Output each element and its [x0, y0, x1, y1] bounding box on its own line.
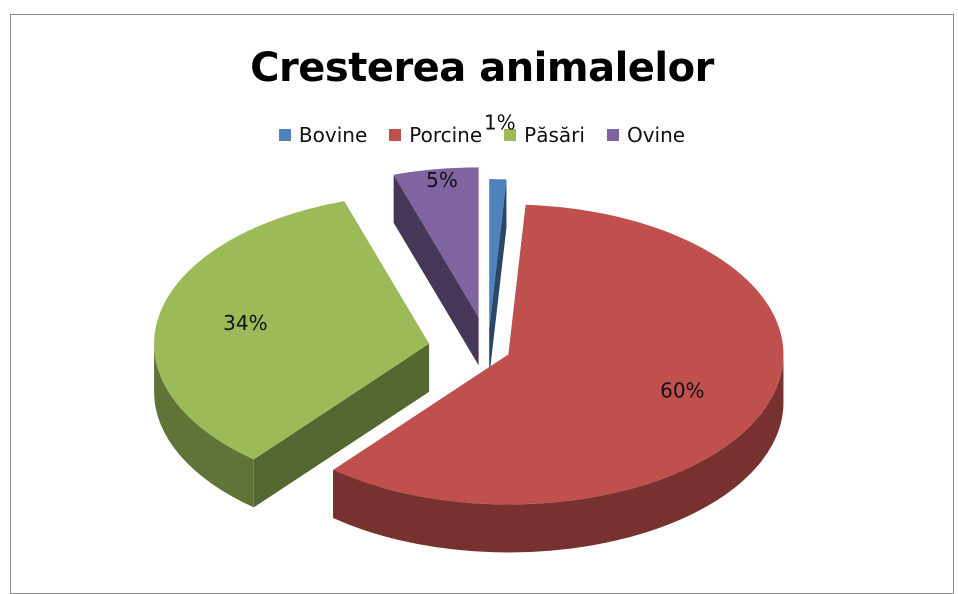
pie-data-label: 5%	[426, 168, 458, 192]
pie-data-label: 34%	[223, 311, 267, 335]
pie-data-label: 60%	[660, 379, 704, 403]
pie-slice-psri	[154, 201, 429, 459]
pie-slice-bovine	[489, 179, 506, 329]
pie-chart: 1% 60% 34% 5%	[0, 0, 958, 582]
pie-data-label: 1%	[484, 111, 516, 135]
